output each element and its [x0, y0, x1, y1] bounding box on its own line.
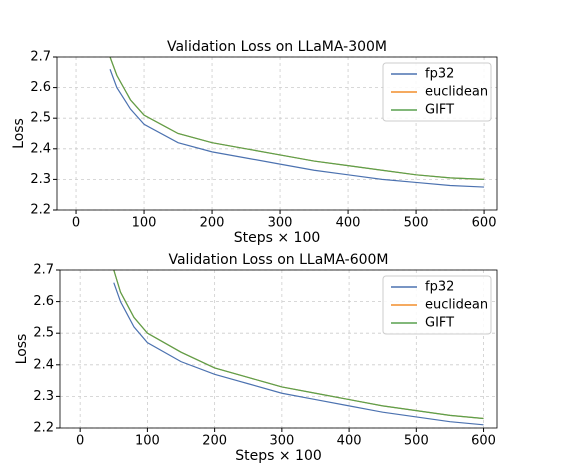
legend-box: [382, 62, 492, 122]
x-tick-label: 200: [200, 216, 225, 231]
plot-frame: [56, 56, 498, 211]
x-tick-label: 0: [72, 216, 80, 231]
legend-box: [382, 275, 492, 335]
chart-title: Validation Loss on LLaMA-600M: [168, 252, 388, 268]
y-tick-label: 2.3: [33, 389, 54, 404]
x-axis-label: Steps × 100: [235, 448, 322, 464]
y-tick-label: 2.5: [33, 326, 54, 341]
y-tick-label: 2.6: [33, 294, 54, 309]
chart-title: Validation Loss on LLaMA-300M: [167, 39, 387, 55]
series-line: [113, 282, 484, 426]
legend-label: euclidean: [425, 298, 488, 313]
y-tick-label: 2.4: [33, 357, 54, 372]
legend-label: euclidean: [425, 85, 488, 100]
x-tick-label: 300: [269, 434, 294, 449]
y-tick-label: 2.2: [33, 421, 54, 436]
x-axis-label: Steps × 100: [234, 230, 321, 246]
legend-label: fp32: [425, 67, 454, 82]
chart: 0 100 200 300 400 500 600 2.2 2.3 2.4 2.5 2.6 2.7 Val…: [14, 252, 498, 464]
chart: 0 100 200 300 400 500 600 2.2 2.3 2.4 2.5 2.6 2.7 Val…: [11, 39, 498, 246]
y-axis-label: Loss: [14, 334, 30, 365]
legend-label: fp32: [425, 280, 454, 295]
y-tick-label: 2.7: [33, 263, 54, 278]
x-tick-label: 600: [472, 216, 497, 231]
series-line: [113, 270, 484, 420]
x-tick-label: 500: [404, 434, 429, 449]
x-tick-label: 500: [404, 216, 429, 231]
legend-label: GIFT: [425, 316, 454, 331]
x-tick-label: 400: [336, 216, 361, 231]
y-tick-label: 2.5: [30, 111, 51, 126]
x-tick-label: 100: [132, 216, 157, 231]
y-axis-label: Loss: [11, 118, 27, 149]
x-tick-label: 100: [135, 434, 160, 449]
x-tick-label: 600: [471, 434, 496, 449]
x-tick-label: 400: [337, 434, 362, 449]
y-tick-label: 2.2: [30, 203, 51, 218]
series-line: [109, 57, 485, 180]
y-tick-label: 2.6: [30, 80, 51, 95]
y-tick-label: 2.7: [30, 50, 51, 65]
plot-frame: [59, 269, 498, 429]
x-tick-label: 300: [268, 216, 293, 231]
legend-label: GIFT: [425, 103, 454, 118]
x-tick-label: 200: [202, 434, 227, 449]
x-tick-label: 0: [76, 434, 84, 449]
y-tick-label: 2.4: [30, 141, 51, 156]
series-line: [109, 69, 485, 188]
y-tick-label: 2.3: [30, 172, 51, 187]
